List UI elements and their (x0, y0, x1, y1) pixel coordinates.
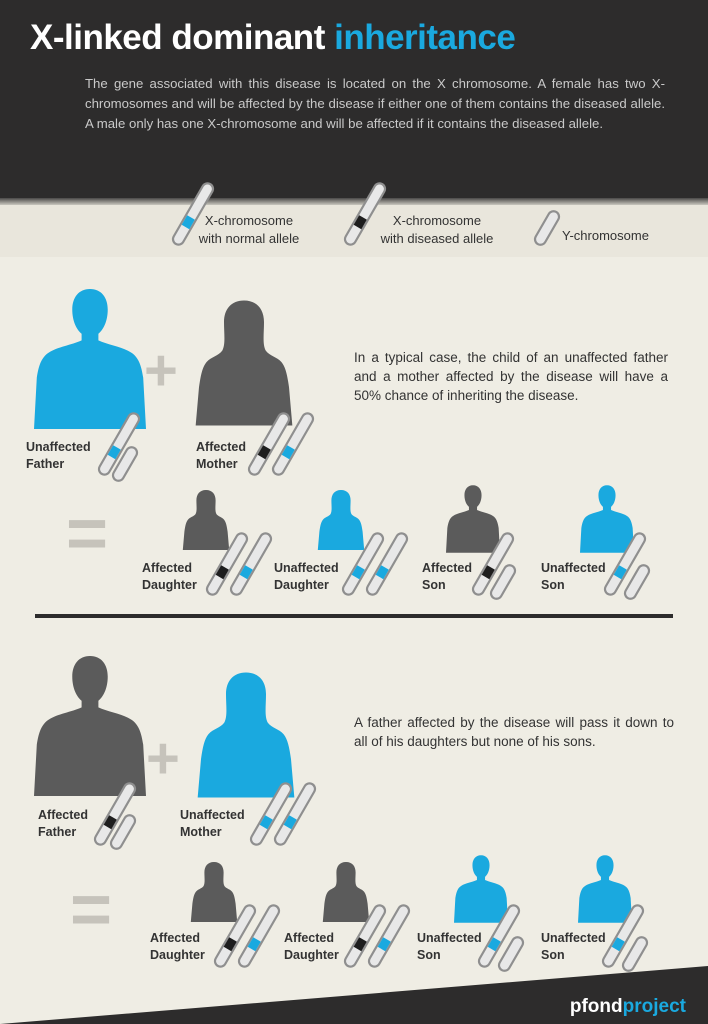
case2-child4-y-chromosome-icon (619, 934, 651, 974)
case2-mother-label: Unaffected Mother (180, 808, 245, 839)
legend-y-chromosome-icon (531, 208, 563, 248)
case2-description: A father affected by the disease will pa… (354, 715, 674, 749)
page-title: X-linked dominant inheritance (30, 18, 516, 57)
case2-father-label: Affected Father (38, 808, 89, 839)
band-shadow (0, 198, 708, 206)
legend-normal-label: X-chromosome with normal allele (198, 213, 300, 246)
header-band (0, 0, 708, 200)
section-divider (35, 614, 673, 618)
case1-child4-label: Unaffected Son (541, 561, 606, 592)
case2-child1-label: Affected Daughter (150, 931, 205, 962)
case2-child3-y-chromosome-icon (495, 934, 527, 974)
case1-child2-label: Unaffected Daughter (274, 561, 339, 592)
case2-equals-sign: = (70, 870, 113, 950)
legend-diseased-label: X-chromosome with diseased allele (380, 213, 494, 246)
case1-father-y-chromosome-icon (109, 444, 141, 484)
case2-child1-normal-x-icon (235, 902, 283, 970)
intro-text: The gene associated with this disease is… (85, 76, 665, 131)
case2-child2-normal-x-icon (365, 902, 413, 970)
case1-child3-label: Affected Son (422, 561, 473, 592)
case1-child2-normal-x2-icon (363, 530, 411, 598)
case1-father-label: Unaffected Father (26, 440, 91, 471)
case1-plus-sign: + (144, 338, 178, 403)
case1-mother-label: Affected Mother (196, 440, 247, 471)
case1-mother-normal-x-icon (269, 410, 317, 478)
case2-child3-label: Unaffected Son (417, 931, 482, 962)
case2-child4-label: Unaffected Son (541, 931, 606, 962)
case2-father-y-chromosome-icon (107, 812, 139, 852)
case2-mother-normal-x2-icon (271, 780, 319, 848)
case2-plus-sign: + (146, 726, 180, 791)
case2-father-figure-icon (34, 656, 146, 796)
case1-description: In a typical case, the child of an unaff… (354, 350, 668, 403)
case1-child4-y-chromosome-icon (621, 562, 653, 602)
pfondproject-logo[interactable]: pfondproject (569, 996, 686, 1017)
case1-equals-sign: = (66, 494, 109, 574)
case1-child3-y-chromosome-icon (487, 562, 519, 602)
legend-y-label: Y-chromosome (562, 228, 649, 243)
case2-child2-label: Affected Daughter (284, 931, 339, 962)
case1-child1-normal-x-icon (227, 530, 275, 598)
case1-child1-label: Affected Daughter (142, 561, 197, 592)
